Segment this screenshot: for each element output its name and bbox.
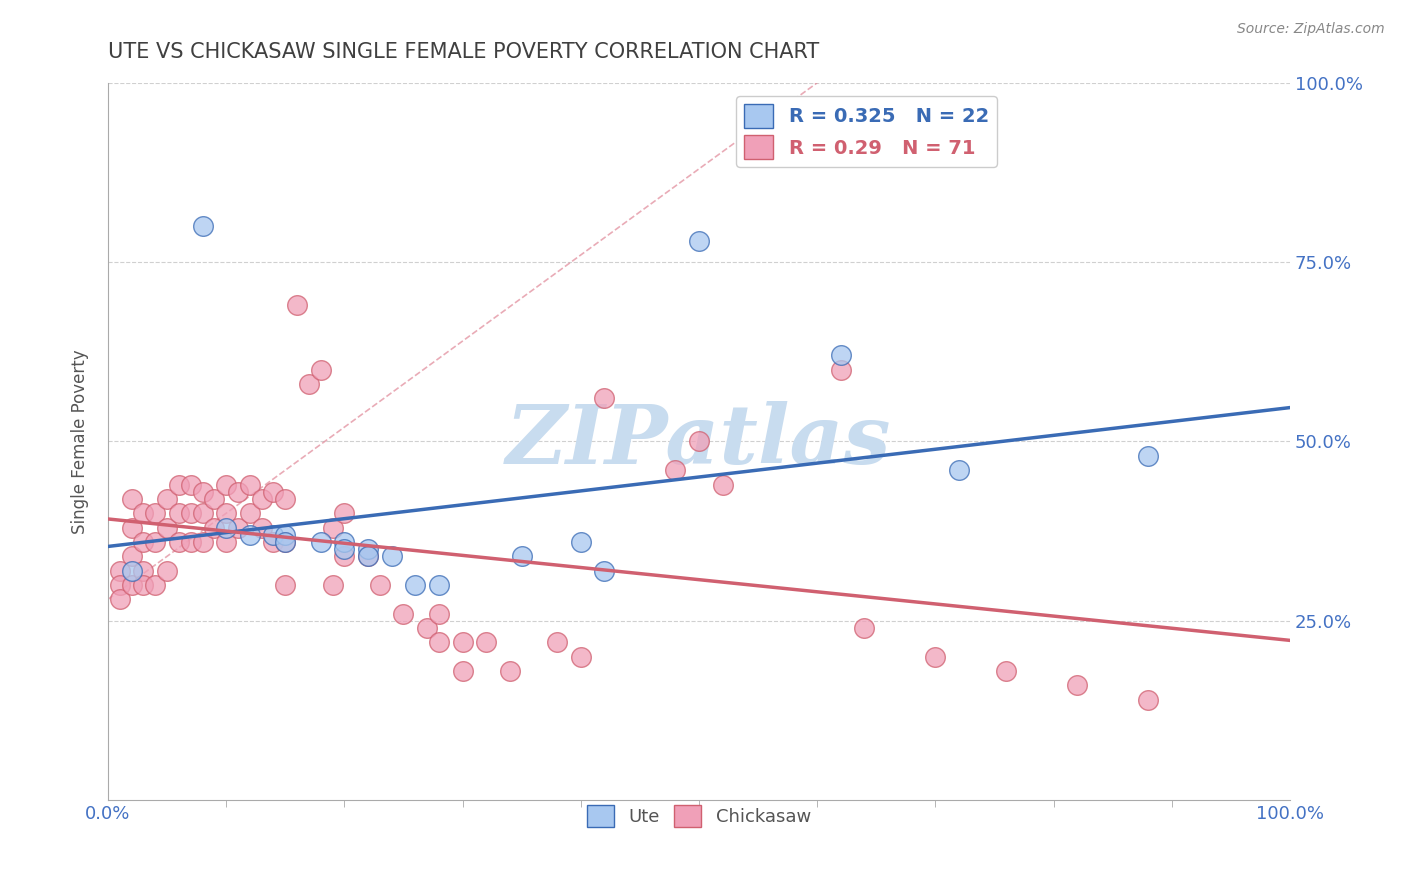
Text: ZIPatlas: ZIPatlas [506, 401, 891, 482]
Point [995, 664, 1018, 678]
Point [593, 392, 616, 406]
Point [132, 506, 155, 520]
Point [143, 506, 166, 520]
Point [924, 649, 946, 664]
Point [191, 219, 214, 234]
Point [475, 635, 498, 649]
Point [309, 535, 332, 549]
Point [167, 506, 190, 520]
Point [108, 564, 131, 578]
Point [121, 520, 143, 534]
Point [215, 535, 238, 549]
Point [108, 592, 131, 607]
Point [167, 535, 190, 549]
Point [263, 535, 285, 549]
Point [250, 520, 273, 534]
Point [274, 578, 297, 592]
Point [215, 506, 238, 520]
Point [1137, 692, 1160, 706]
Point [191, 506, 214, 520]
Point [274, 535, 297, 549]
Point [202, 491, 225, 506]
Point [333, 542, 356, 557]
Point [121, 564, 143, 578]
Point [322, 578, 344, 592]
Point [156, 520, 179, 534]
Point [121, 491, 143, 506]
Point [156, 564, 179, 578]
Point [250, 491, 273, 506]
Point [121, 578, 143, 592]
Point [156, 491, 179, 506]
Point [226, 520, 249, 534]
Point [427, 578, 450, 592]
Point [357, 542, 380, 557]
Point [948, 463, 970, 477]
Point [191, 535, 214, 549]
Point [226, 484, 249, 499]
Y-axis label: Single Female Poverty: Single Female Poverty [72, 349, 89, 533]
Point [215, 520, 238, 534]
Point [853, 621, 876, 635]
Point [309, 363, 332, 377]
Point [688, 434, 710, 449]
Point [368, 578, 391, 592]
Point [499, 664, 522, 678]
Point [404, 578, 426, 592]
Point [191, 484, 214, 499]
Point [416, 621, 439, 635]
Point [239, 528, 262, 542]
Text: UTE VS CHICKASAW SINGLE FEMALE POVERTY CORRELATION CHART: UTE VS CHICKASAW SINGLE FEMALE POVERTY C… [108, 42, 820, 62]
Point [180, 535, 202, 549]
Point [132, 578, 155, 592]
Point [333, 535, 356, 549]
Point [274, 535, 297, 549]
Point [688, 234, 710, 248]
Point [569, 649, 592, 664]
Point [546, 635, 568, 649]
Point [357, 549, 380, 564]
Point [1137, 449, 1160, 463]
Point [451, 664, 474, 678]
Text: Source: ZipAtlas.com: Source: ZipAtlas.com [1237, 22, 1385, 37]
Point [830, 363, 852, 377]
Point [510, 549, 533, 564]
Point [451, 635, 474, 649]
Point [664, 463, 686, 477]
Legend: Ute, Chickasaw: Ute, Chickasaw [579, 797, 818, 834]
Point [215, 477, 238, 491]
Point [1066, 678, 1088, 692]
Point [357, 549, 380, 564]
Point [569, 535, 592, 549]
Point [830, 348, 852, 362]
Point [274, 528, 297, 542]
Point [298, 377, 321, 392]
Point [593, 564, 616, 578]
Point [427, 607, 450, 621]
Point [132, 564, 155, 578]
Point [239, 506, 262, 520]
Point [180, 506, 202, 520]
Point [239, 477, 262, 491]
Point [202, 520, 225, 534]
Point [263, 484, 285, 499]
Point [333, 506, 356, 520]
Point [427, 635, 450, 649]
Point [180, 477, 202, 491]
Point [121, 549, 143, 564]
Point [322, 520, 344, 534]
Point [143, 578, 166, 592]
Point [132, 535, 155, 549]
Point [167, 477, 190, 491]
Point [143, 535, 166, 549]
Point [392, 607, 415, 621]
Point [263, 528, 285, 542]
Point [711, 477, 734, 491]
Point [333, 549, 356, 564]
Point [274, 491, 297, 506]
Point [108, 578, 131, 592]
Point [381, 549, 404, 564]
Point [285, 298, 308, 312]
